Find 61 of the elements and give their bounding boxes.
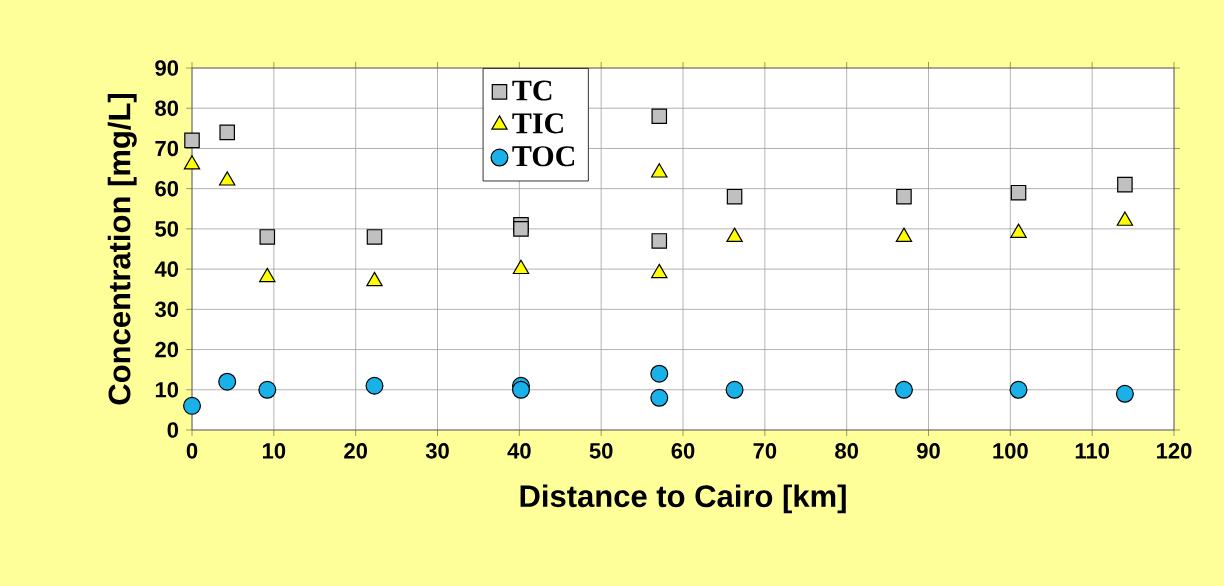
y-tick-label: 70 xyxy=(155,140,179,157)
point xyxy=(218,372,237,391)
x-tick-label: 120 xyxy=(1157,443,1192,459)
legend-label: TC xyxy=(512,80,552,101)
point xyxy=(259,267,276,283)
y-tick-label: 10 xyxy=(155,382,179,398)
x-tick-label: 10 xyxy=(262,443,286,459)
point xyxy=(184,132,200,149)
x-axis-title: Distance to Cairo [km] xyxy=(520,484,846,514)
point xyxy=(894,380,913,399)
point xyxy=(512,259,530,275)
point xyxy=(651,108,668,125)
point xyxy=(1010,223,1027,238)
legend-label: TIC xyxy=(512,113,563,134)
y-tick-label: 30 xyxy=(154,301,179,318)
legend-label: TOC xyxy=(512,146,575,167)
point xyxy=(219,124,235,141)
x-tick-label: 110 xyxy=(1075,443,1110,459)
point xyxy=(366,229,383,245)
x-tick-label: 40 xyxy=(507,443,531,459)
point xyxy=(651,233,668,249)
point xyxy=(1010,184,1027,201)
x-tick-label: 50 xyxy=(589,443,613,459)
point xyxy=(365,376,384,395)
y-tick-label: 60 xyxy=(155,180,179,197)
point xyxy=(511,380,530,399)
y-tick-label: 90 xyxy=(155,60,179,76)
point xyxy=(1115,384,1134,403)
y-tick-label: 0 xyxy=(167,422,179,438)
x-tick-label: 0 xyxy=(186,443,198,459)
point xyxy=(650,364,669,383)
y-tick-label: 20 xyxy=(155,341,179,358)
point xyxy=(896,188,912,205)
x-tick-label: 100 xyxy=(993,443,1028,459)
x-tick-label: 60 xyxy=(671,443,695,459)
point xyxy=(651,163,668,178)
point xyxy=(258,380,277,399)
y-axis-title: Concentration [mg/L] xyxy=(107,94,137,405)
y-tick-label: 40 xyxy=(154,261,179,277)
x-tick-label: 90 xyxy=(917,443,940,459)
point xyxy=(650,388,669,407)
x-tick-label: 30 xyxy=(425,443,449,459)
point xyxy=(183,155,201,170)
point xyxy=(726,188,743,205)
x-tick-label: 20 xyxy=(344,443,367,459)
point xyxy=(651,263,668,279)
point xyxy=(1117,176,1133,193)
x-tick-label: 70 xyxy=(753,443,777,459)
point xyxy=(218,171,236,186)
point xyxy=(513,221,529,237)
point xyxy=(895,227,913,242)
point xyxy=(726,227,743,242)
point xyxy=(725,380,744,399)
y-tick-label: 80 xyxy=(155,100,179,117)
point xyxy=(366,271,383,287)
point xyxy=(183,396,202,415)
point xyxy=(259,229,276,245)
point xyxy=(1116,211,1134,226)
x-tick-label: 80 xyxy=(835,443,858,459)
point xyxy=(1009,380,1028,399)
y-tick-label: 50 xyxy=(155,221,179,237)
